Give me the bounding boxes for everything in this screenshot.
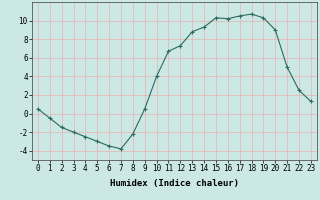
X-axis label: Humidex (Indice chaleur): Humidex (Indice chaleur) <box>110 179 239 188</box>
